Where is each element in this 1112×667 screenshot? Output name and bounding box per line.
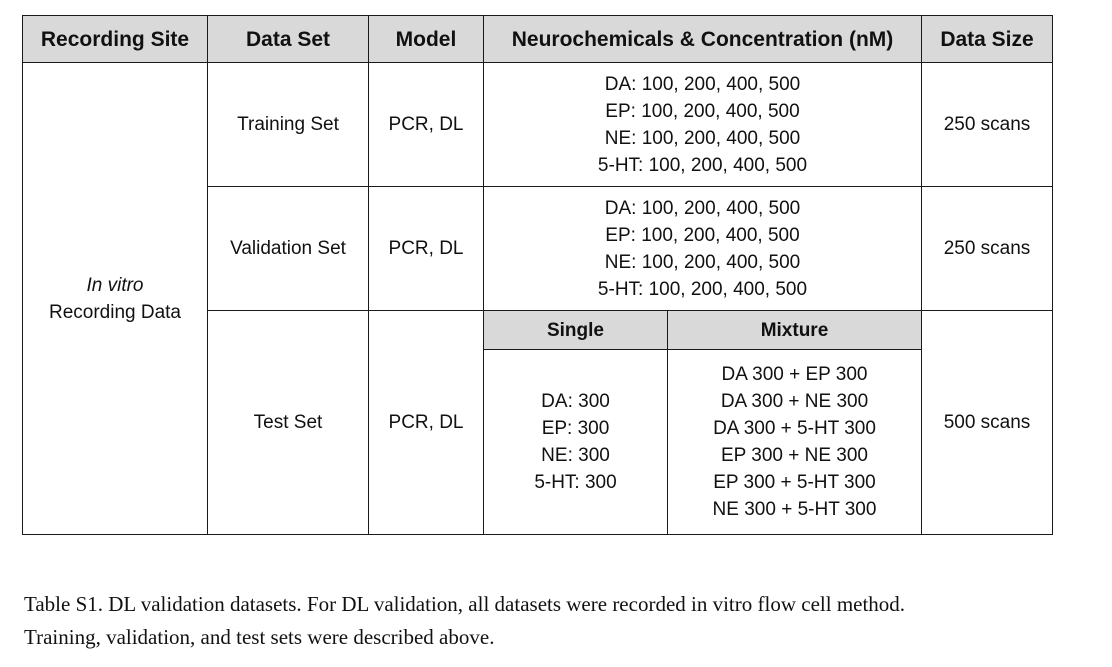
concentration-line: NE: 100, 200, 400, 500 bbox=[604, 251, 801, 273]
test-set-label: Test Set bbox=[207, 310, 369, 535]
recording-site-cell: In vitro Recording Data bbox=[22, 62, 208, 535]
table-row-test-values: DA: 300 EP: 300 NE: 300 5-HT: 300 DA 300… bbox=[23, 349, 1053, 535]
recording-site-line2: Recording Data bbox=[48, 301, 182, 323]
validation-concentrations: DA: 100, 200, 400, 500 EP: 100, 200, 400… bbox=[483, 186, 922, 311]
single-line: EP: 300 bbox=[541, 418, 610, 439]
validation-size: 250 scans bbox=[921, 186, 1053, 311]
header-neurochemicals: Neurochemicals & Concentration (nM) bbox=[483, 15, 922, 63]
table-header-row: Recording Site Data Set Model Neurochemi… bbox=[22, 15, 1053, 63]
single-concentrations: DA: 300 EP: 300 NE: 300 5-HT: 300 bbox=[483, 349, 668, 535]
training-set-label: Training Set bbox=[207, 62, 369, 187]
concentration-line: NE: 100, 200, 400, 500 bbox=[604, 127, 801, 149]
header-recording-site: Recording Site bbox=[22, 15, 208, 63]
single-line: DA: 300 bbox=[541, 391, 610, 412]
concentration-line: EP: 100, 200, 400, 500 bbox=[605, 224, 800, 246]
header-data-set: Data Set bbox=[207, 15, 369, 63]
header-model: Model bbox=[368, 15, 484, 63]
validation-set-label: Validation Set bbox=[207, 186, 369, 311]
test-model: PCR, DL bbox=[368, 310, 484, 535]
single-line: 5-HT: 300 bbox=[534, 472, 617, 493]
recording-site-line1: In vitro bbox=[86, 274, 144, 296]
single-subheader: Single bbox=[483, 310, 668, 350]
table-row-test: Test Set PCR, DL Single Mixture 500 scan… bbox=[23, 310, 1053, 535]
datasets-table: Recording Site Data Set Model Neurochemi… bbox=[22, 15, 1053, 535]
concentration-line: 5-HT: 100, 200, 400, 500 bbox=[597, 154, 808, 176]
mixture-line: DA 300 + NE 300 bbox=[720, 391, 869, 412]
mixture-line: EP 300 + NE 300 bbox=[720, 445, 868, 466]
table-caption: Table S1. DL validation datasets. For DL… bbox=[24, 588, 1104, 654]
datasets-table-container: Recording Site Data Set Model Neurochemi… bbox=[22, 15, 1053, 535]
mixture-line: DA 300 + EP 300 bbox=[721, 364, 868, 385]
single-line: NE: 300 bbox=[541, 445, 610, 466]
mixture-line: DA 300 + 5-HT 300 bbox=[713, 418, 876, 439]
test-size: 500 scans bbox=[921, 310, 1053, 535]
table-row-validation: Validation Set PCR, DL DA: 100, 200, 400… bbox=[23, 186, 1053, 311]
concentration-line: DA: 100, 200, 400, 500 bbox=[604, 73, 801, 95]
table-row-training: In vitro Recording Data Training Set PCR… bbox=[22, 62, 1053, 535]
mixture-line: NE 300 + 5-HT 300 bbox=[712, 499, 877, 520]
concentration-line: EP: 100, 200, 400, 500 bbox=[605, 100, 800, 122]
validation-model: PCR, DL bbox=[368, 186, 484, 311]
caption-line2: Training, validation, and test sets were… bbox=[24, 625, 495, 649]
caption-line1: Table S1. DL validation datasets. For DL… bbox=[24, 592, 906, 616]
mixture-concentrations: DA 300 + EP 300 DA 300 + NE 300 DA 300 +… bbox=[667, 349, 922, 535]
mixture-subheader: Mixture bbox=[667, 310, 922, 350]
training-concentrations: DA: 100, 200, 400, 500 EP: 100, 200, 400… bbox=[483, 62, 922, 187]
header-data-size: Data Size bbox=[921, 15, 1053, 63]
training-model: PCR, DL bbox=[368, 62, 484, 187]
concentration-line: 5-HT: 100, 200, 400, 500 bbox=[597, 278, 808, 300]
training-size: 250 scans bbox=[921, 62, 1053, 187]
mixture-line: EP 300 + 5-HT 300 bbox=[713, 472, 876, 493]
concentration-line: DA: 100, 200, 400, 500 bbox=[604, 197, 801, 219]
